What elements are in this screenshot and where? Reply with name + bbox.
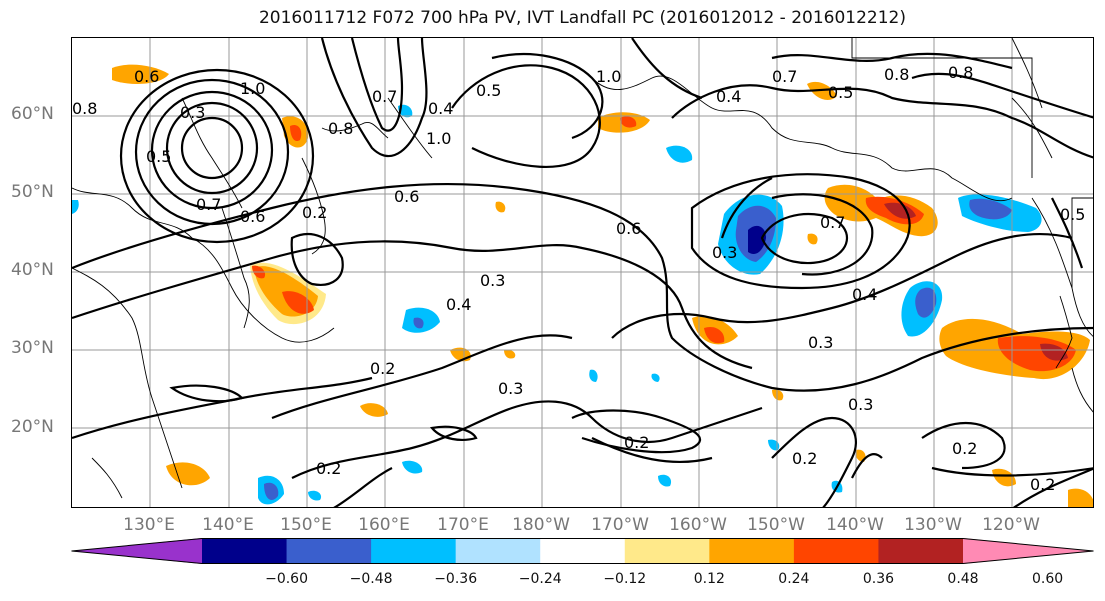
- lon-label: 130°W: [904, 515, 962, 535]
- contour-label: 0.3: [498, 379, 523, 398]
- colorbar-tick-label: −0.36: [434, 571, 478, 587]
- colorbar-tick-label: −0.24: [518, 571, 562, 587]
- lat-label: 40°N: [11, 260, 54, 280]
- contour-label: 0.2: [302, 203, 327, 222]
- map-panel: 0.6 0.8 0.3 1.0 0.5 0.7 0.6 0.8 0.7 1.0 …: [71, 37, 1094, 508]
- contour-label: 0.6: [394, 187, 419, 206]
- contour-label: 0.2: [952, 439, 977, 458]
- contour-label: 1.0: [426, 129, 451, 148]
- contour-label: 0.5: [828, 83, 853, 102]
- contour-label: 0.3: [712, 243, 737, 262]
- contour-label: 0.7: [820, 213, 845, 232]
- contour-label: 0.8: [72, 99, 97, 118]
- colorbar-tick-label: 0.12: [693, 571, 725, 587]
- contour-label: 0.4: [716, 87, 741, 106]
- coastlines: [72, 38, 1093, 499]
- lon-label: 130°E: [123, 515, 175, 535]
- contour-label: 0.6: [134, 67, 159, 86]
- lon-label: 160°W: [669, 515, 727, 535]
- contour-label: 0.8: [948, 63, 973, 82]
- colorbar-segment: [371, 538, 457, 564]
- contour-label: 0.2: [370, 359, 395, 378]
- lon-label: 170°W: [591, 515, 649, 535]
- contour-label: 0.4: [446, 295, 471, 314]
- contour-label: 0.8: [328, 119, 353, 138]
- pv-contours: [72, 38, 1093, 507]
- contour-label: 0.5: [476, 81, 501, 100]
- colorbar: [71, 538, 1094, 564]
- contour-label: 0.2: [792, 449, 817, 468]
- colorbar-tick-label: −0.48: [349, 571, 393, 587]
- colorbar-extend-max: [963, 538, 1094, 564]
- lon-label: 180°W: [512, 515, 570, 535]
- lon-label: 160°E: [358, 515, 410, 535]
- lon-label: 170°E: [437, 515, 489, 535]
- contour-label: 0.3: [180, 103, 205, 122]
- colorbar-tick-label: −0.12: [603, 571, 647, 587]
- contour-label: 0.4: [852, 285, 877, 304]
- colorbar-tick-label: 0.60: [1031, 571, 1064, 587]
- colorbar-segment: [455, 538, 541, 564]
- shaded-fields: [72, 64, 1093, 507]
- colorbar-segment: [709, 538, 795, 564]
- lon-label: 150°E: [280, 515, 332, 535]
- colorbar-segment: [286, 538, 372, 564]
- map-canvas: 0.6 0.8 0.3 1.0 0.5 0.7 0.6 0.8 0.7 1.0 …: [72, 38, 1093, 507]
- colorbar-segment: [624, 538, 710, 564]
- lat-label: 20°N: [11, 417, 54, 437]
- contour-label: 0.7: [372, 87, 397, 106]
- colorbar-outline: [71, 538, 1094, 564]
- colorbar-tick-label: −0.60: [265, 571, 308, 587]
- lat-label: 50°N: [11, 182, 54, 202]
- contour-label: 0.2: [316, 459, 341, 478]
- lon-label: 140°W: [826, 515, 884, 535]
- lon-label: 140°E: [202, 515, 254, 535]
- map-title: 2016011712 F072 700 hPa PV, IVT Landfall…: [258, 8, 906, 28]
- colorbar-tick-label: 0.24: [778, 571, 810, 587]
- contour-label: 0.6: [616, 219, 641, 238]
- lat-label: 60°N: [11, 104, 54, 124]
- colorbar-segment: [202, 538, 288, 564]
- contour-label: 0.3: [480, 271, 505, 290]
- contour-label: 0.4: [428, 99, 453, 118]
- contour-label: 1.0: [596, 67, 621, 86]
- colorbar-segment: [540, 538, 626, 564]
- contour-label: 0.5: [1060, 205, 1085, 224]
- lat-label: 30°N: [11, 338, 54, 358]
- colorbar-svg: [71, 538, 1094, 564]
- colorbar-tick-label: 0.48: [947, 571, 979, 587]
- colorbar-segment: [878, 538, 964, 564]
- contour-label: 0.2: [624, 433, 649, 452]
- contour-label: 1.0: [240, 79, 265, 98]
- contour-label: 0.3: [848, 395, 873, 414]
- contour-label: 0.5: [146, 147, 171, 166]
- colorbar-tick-label: 0.36: [862, 571, 895, 587]
- contour-label: 0.2: [1030, 475, 1055, 494]
- colorbar-extend-min: [71, 538, 202, 564]
- lon-label: 150°W: [747, 515, 805, 535]
- colorbar-segment: [793, 538, 879, 564]
- contour-labels: 0.6 0.8 0.3 1.0 0.5 0.7 0.6 0.8 0.7 1.0 …: [72, 63, 1085, 494]
- contour-label: 0.8: [884, 65, 909, 84]
- contour-label: 0.7: [196, 195, 221, 214]
- contour-label: 0.7: [772, 67, 797, 86]
- lon-label: 120°W: [982, 515, 1040, 535]
- contour-label: 0.6: [240, 207, 265, 226]
- contour-label: 0.3: [808, 333, 833, 352]
